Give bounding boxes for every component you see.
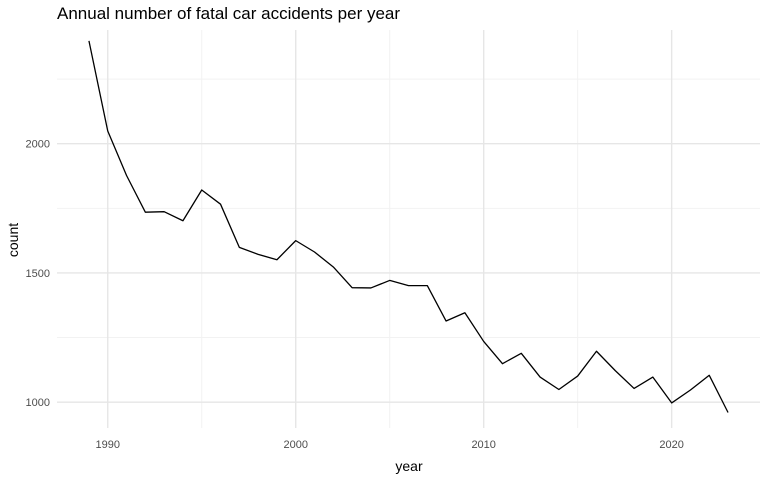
data-point [650,374,656,380]
x-tick-label: 1990 [96,439,120,451]
data-point [274,257,280,263]
major-gridlines [57,30,760,428]
data-point [349,285,355,291]
data-point [612,368,618,374]
data-point [499,361,505,367]
data-point [443,318,449,324]
data-point [462,310,468,316]
data-point [725,409,731,415]
data-point [105,128,111,134]
data-point [706,372,712,378]
data-point [518,350,524,356]
data-point [199,187,205,193]
y-tick-label: 1000 [26,397,50,409]
series-layer [86,38,731,415]
data-point [593,348,599,354]
chart-title: Annual number of fatal car accidents per… [57,4,401,23]
x-tick-label: 2000 [283,439,307,451]
x-axis-tick-labels: 1990 2000 2010 2020 [96,439,684,451]
data-point [86,38,92,44]
x-axis-title: year [395,458,423,474]
data-point [330,264,336,270]
x-tick-label: 2020 [659,439,683,451]
data-point [537,374,543,380]
data-point [161,209,167,215]
data-point [255,251,261,257]
data-point [424,283,430,289]
data-point [236,244,242,250]
data-point [631,385,637,391]
data-point [387,277,393,283]
y-tick-label: 1500 [26,268,50,280]
data-point [218,201,224,207]
data-point [293,238,299,244]
x-tick-label: 2010 [471,439,495,451]
data-point [124,173,130,179]
data-point [312,249,318,255]
data-point [669,400,675,406]
y-tick-label: 2000 [26,139,50,151]
data-point [481,338,487,344]
series-line [88,40,729,413]
data-point [180,218,186,224]
data-point [368,285,374,291]
minor-gridlines [57,30,760,428]
data-point [687,387,693,393]
data-point [142,209,148,215]
y-axis-title: count [5,223,21,257]
data-point [575,373,581,379]
data-point [406,283,412,289]
data-point [556,386,562,392]
y-axis-tick-labels: 1000 1500 2000 [26,139,50,409]
